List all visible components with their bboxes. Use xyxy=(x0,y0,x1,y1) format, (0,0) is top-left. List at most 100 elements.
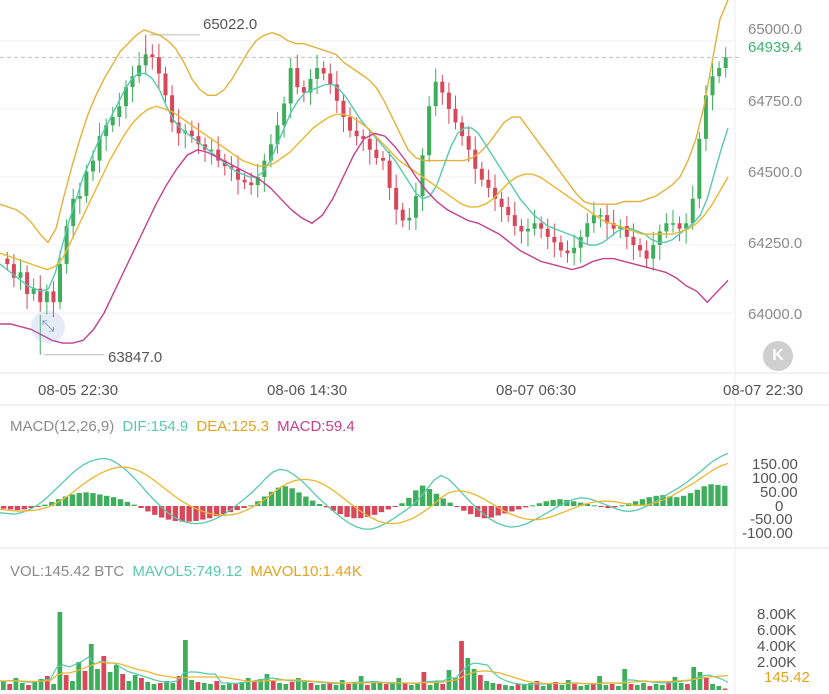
volume-axis-tick: 6.00K xyxy=(757,622,797,639)
volume-bar xyxy=(252,681,257,690)
macd-histogram-bar xyxy=(646,497,652,506)
volume-bar xyxy=(113,665,119,690)
macd-histogram-bar xyxy=(509,506,515,512)
volume-bar xyxy=(459,641,464,690)
volume-bar xyxy=(308,683,314,690)
candle xyxy=(156,57,161,74)
candle xyxy=(110,117,115,126)
macd-histogram-bar xyxy=(158,506,165,518)
volume-bar xyxy=(559,685,565,690)
candle xyxy=(235,168,240,180)
volume-bar xyxy=(572,684,577,690)
candle xyxy=(209,149,214,152)
volume-bar xyxy=(622,669,628,690)
volume-bar xyxy=(484,681,490,690)
macd-histogram-bar xyxy=(344,506,350,517)
volume-bar xyxy=(521,685,527,690)
volume-bar xyxy=(170,683,176,690)
volume-bar xyxy=(283,684,289,690)
volume-bar xyxy=(503,685,508,690)
candle xyxy=(657,231,662,246)
volume-bar xyxy=(38,679,44,690)
candle xyxy=(341,100,346,118)
candle xyxy=(354,130,359,137)
macd-histogram-bar xyxy=(330,506,337,511)
macd-histogram-bar xyxy=(426,489,433,506)
candle xyxy=(413,196,418,218)
macd-histogram-bar xyxy=(220,506,227,515)
macd-histogram-bar xyxy=(612,506,618,508)
candle xyxy=(374,149,379,158)
volume-bar xyxy=(44,676,50,690)
volume-bar xyxy=(70,681,75,690)
candle xyxy=(664,223,669,232)
candle xyxy=(591,215,596,224)
volume-bar xyxy=(553,682,559,690)
macd-histogram-bar xyxy=(117,499,124,506)
macd-histogram-bar xyxy=(234,506,240,511)
chevron-to-latest-icon[interactable]: K xyxy=(763,341,793,371)
macd-histogram-bar xyxy=(303,496,309,506)
candle xyxy=(519,225,524,232)
candle xyxy=(552,236,557,243)
macd-histogram-bar xyxy=(619,505,625,507)
volume-bar xyxy=(628,684,634,690)
volume-bar xyxy=(496,684,502,690)
candle xyxy=(677,223,682,229)
volume-bar xyxy=(415,684,420,690)
candle xyxy=(58,264,63,303)
volume-axis-tick: 8.00K xyxy=(757,606,797,623)
candle xyxy=(90,160,95,172)
candle xyxy=(697,138,702,199)
candle xyxy=(684,223,689,229)
macd-histogram-bar xyxy=(488,506,494,518)
macd-axis-tick: 150.00 xyxy=(752,456,798,473)
volume-bar xyxy=(264,674,270,690)
candle xyxy=(690,198,695,224)
candle xyxy=(150,54,155,58)
volume-bar xyxy=(390,684,395,690)
volume-bar xyxy=(270,681,276,690)
volume-bar xyxy=(685,684,690,690)
volume-bar xyxy=(132,675,138,690)
macd-histogram-bar xyxy=(722,485,728,506)
macd-histogram-bar xyxy=(186,506,192,522)
macd-histogram-bar xyxy=(564,499,570,506)
macd-histogram-bar xyxy=(543,501,549,506)
volume-bar xyxy=(578,686,584,690)
candle xyxy=(367,138,372,150)
time-axis-tick: 08-07 06:30 xyxy=(496,382,577,399)
volume-bar xyxy=(666,682,672,690)
volume-bar xyxy=(120,674,126,690)
bollinger-lower-line xyxy=(0,132,729,344)
macd-histogram-bar xyxy=(358,506,364,519)
volume-bar xyxy=(565,680,571,690)
candle xyxy=(123,87,128,107)
volume-bar xyxy=(7,684,13,690)
volume-bar xyxy=(371,681,377,690)
candle xyxy=(282,103,287,126)
volume-bar xyxy=(590,683,596,690)
macd-histogram-bar xyxy=(461,506,467,511)
candle xyxy=(328,73,333,85)
volume-bar xyxy=(26,685,31,690)
volume-bar xyxy=(321,684,326,690)
volume-bar xyxy=(710,684,715,690)
candle xyxy=(605,215,610,224)
candle xyxy=(334,84,339,101)
volume-bar xyxy=(82,671,88,690)
volume-bar xyxy=(365,685,370,690)
mavol5-value: MAVOL5:749.12 xyxy=(132,563,243,580)
macd-histogram-bar xyxy=(454,506,460,507)
macd-histogram-bar xyxy=(536,503,543,506)
macd-histogram-bar xyxy=(392,506,398,507)
diagonal-arrows-icon[interactable]: ⤡ xyxy=(31,311,65,343)
macd-histogram-bar xyxy=(337,506,343,515)
time-axis-tick: 08-07 22:30 xyxy=(723,382,804,399)
volume-bar xyxy=(697,672,703,690)
volume-bar xyxy=(383,684,389,690)
macd-histogram-bar xyxy=(502,506,508,514)
candle xyxy=(387,160,392,188)
low-price-label: 63847.0 xyxy=(108,349,163,366)
